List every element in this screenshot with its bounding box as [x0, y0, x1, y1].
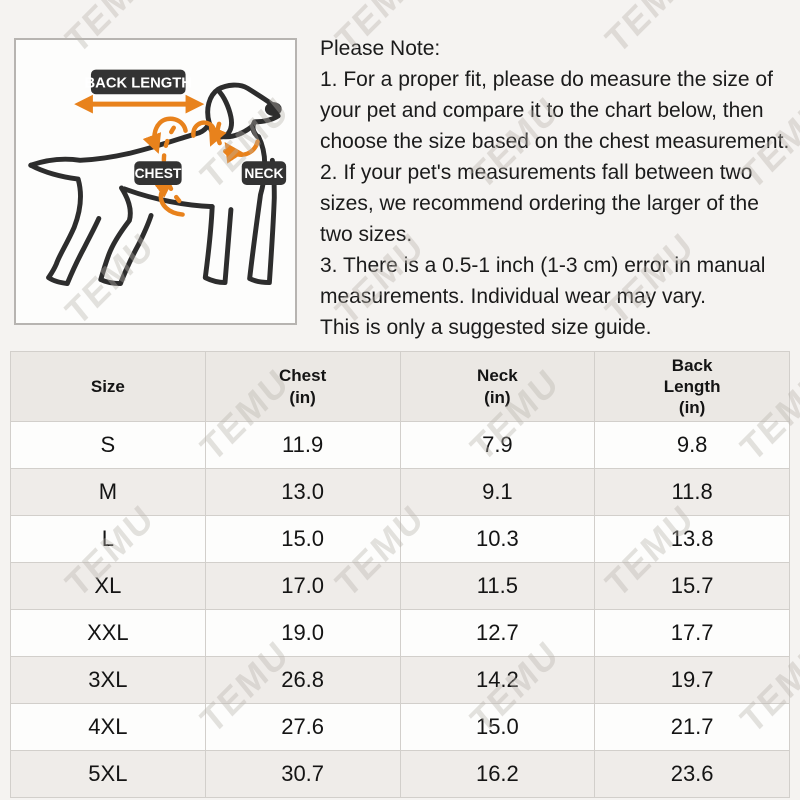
chest-cell: 19.0	[204, 609, 401, 657]
neck-cell: 7.9	[399, 421, 596, 469]
size-cell: L	[10, 515, 206, 563]
col-header-size: Size	[10, 351, 206, 422]
chest-cell: 27.6	[204, 703, 401, 751]
measurement-marks	[142, 116, 260, 217]
size-cell: 3XL	[10, 656, 206, 704]
table-row-3xl: 3XL 26.8 14.2 19.7	[10, 656, 790, 704]
chest-cell: 13.0	[204, 468, 401, 516]
back-length-cell: 11.8	[594, 468, 790, 516]
neck-cell: 10.3	[399, 515, 596, 563]
back-length-cell: 13.8	[594, 515, 790, 563]
chest-label: CHEST	[135, 166, 182, 181]
table-row-xxl: XXL 19.0 12.7 17.7	[10, 609, 790, 657]
col-header-back-length: Back Length (in)	[594, 351, 790, 422]
size-cell: 4XL	[10, 703, 206, 751]
table-row-s: S 11.9 7.9 9.8	[10, 421, 790, 469]
note-block: Please Note: 1. For a proper fit, please…	[320, 33, 796, 343]
neck-cell: 15.0	[399, 703, 596, 751]
table-row-xl: XL 17.0 11.5 15.7	[10, 562, 790, 610]
size-table-header: Size Chest (in) Neck (in) Back Length (i…	[10, 351, 790, 422]
chest-cell: 17.0	[204, 562, 401, 610]
size-cell: M	[10, 468, 206, 516]
back-length-cell: 9.8	[594, 421, 790, 469]
chest-girth-dashed-line	[161, 125, 184, 206]
back-length-cell: 21.7	[594, 703, 790, 751]
table-row-m: M 13.0 9.1 11.8	[10, 468, 790, 516]
chest-cell: 11.9	[204, 421, 401, 469]
back-length-cell: 17.7	[594, 609, 790, 657]
diagram-labels: BACK LENGTH CHEST NECK	[85, 69, 287, 185]
back-length-label: BACK LENGTH	[85, 75, 192, 91]
note-item-1: 1. For a proper fit, please do measure t…	[320, 68, 790, 153]
dog-nose	[264, 102, 282, 116]
neck-cell: 9.1	[399, 468, 596, 516]
table-row-5xl: 5XL 30.7 16.2 23.6	[10, 750, 790, 798]
chest-label-pill	[134, 161, 182, 185]
table-row-l: L 15.0 10.3 13.8	[10, 515, 790, 563]
neck-label-pill	[241, 161, 287, 185]
note-item-3: 3. There is a 0.5-1 inch (1-3 cm) error …	[320, 254, 766, 308]
chest-cell: 15.0	[204, 515, 401, 563]
arrowhead-right-icon	[185, 94, 205, 114]
neck-measure-arrow	[224, 139, 260, 164]
back-length-arrow	[74, 94, 205, 114]
back-length-cell: 15.7	[594, 562, 790, 610]
size-table: Size Chest (in) Neck (in) Back Length (i…	[10, 351, 790, 798]
back-length-cell: 19.7	[594, 656, 790, 704]
size-cell: XL	[10, 562, 206, 610]
chest-measure-arrow	[142, 116, 188, 154]
note-footer: This is only a suggested size guide.	[320, 316, 652, 339]
back-length-cell: 23.6	[594, 750, 790, 798]
measurement-diagram: BACK LENGTH CHEST NECK	[14, 38, 297, 325]
withers-measure-arrow	[191, 120, 227, 147]
neck-cell: 14.2	[399, 656, 596, 704]
note-title: Please Note:	[320, 37, 441, 60]
size-cell: XXL	[10, 609, 206, 657]
note-item-2: 2. If your pet's measurements fall betwe…	[320, 161, 759, 246]
col-header-chest: Chest (in)	[204, 351, 401, 422]
dog-diagram: BACK LENGTH CHEST NECK	[28, 69, 287, 287]
neck-label: NECK	[244, 166, 283, 181]
back-length-label-pill	[90, 69, 186, 95]
size-cell: S	[10, 421, 206, 469]
col-header-neck: Neck (in)	[399, 351, 596, 422]
neck-cell: 16.2	[399, 750, 596, 798]
size-cell: 5XL	[10, 750, 206, 798]
chest-cell: 30.7	[204, 750, 401, 798]
neck-cell: 11.5	[399, 562, 596, 610]
arrowhead-left-icon	[74, 94, 93, 114]
table-row-4xl: 4XL 27.6 15.0 21.7	[10, 703, 790, 751]
chest-cell: 26.8	[204, 656, 401, 704]
neck-cell: 12.7	[399, 609, 596, 657]
chest-bottom-measure-arrow	[152, 178, 185, 217]
